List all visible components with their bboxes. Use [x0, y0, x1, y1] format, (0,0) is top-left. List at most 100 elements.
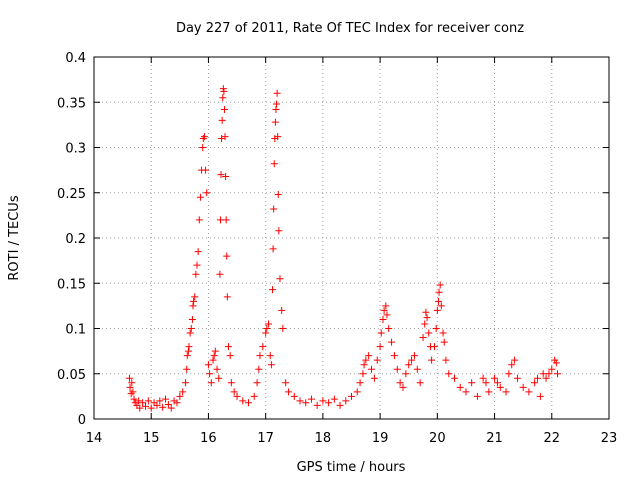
data-point	[218, 134, 226, 142]
data-point	[473, 392, 481, 400]
data-point	[442, 356, 450, 364]
data-point	[129, 388, 137, 396]
data-point	[219, 94, 227, 102]
data-point	[153, 401, 161, 409]
y-tick-label: 0.25	[57, 187, 86, 202]
data-point	[186, 329, 194, 337]
x-tick-label: 22	[544, 431, 561, 446]
data-point	[388, 338, 396, 346]
data-point	[290, 392, 298, 400]
x-tick-label: 23	[601, 431, 618, 446]
data-point	[215, 374, 223, 382]
data-point	[531, 379, 539, 387]
data-point	[159, 403, 167, 411]
data-point	[496, 383, 504, 391]
data-point	[269, 286, 277, 294]
data-point	[440, 338, 448, 346]
data-point	[267, 361, 275, 369]
data-point	[193, 261, 201, 269]
y-axis-label: ROTI / TECUs	[7, 195, 22, 280]
data-point	[383, 311, 391, 319]
data-point	[451, 374, 458, 382]
data-point	[505, 370, 513, 378]
data-point	[271, 118, 279, 126]
data-point	[170, 397, 178, 405]
x-tick-label: 21	[486, 431, 503, 446]
data-point	[275, 227, 283, 235]
data-point	[213, 365, 221, 373]
x-tick-label: 18	[315, 431, 332, 446]
data-point	[416, 379, 424, 387]
data-point	[368, 365, 376, 373]
data-point	[502, 388, 510, 396]
data-point	[199, 144, 207, 151]
data-point	[359, 370, 367, 378]
data-point	[173, 399, 181, 407]
data-point	[127, 390, 135, 398]
y-tick-label: 0.2	[65, 232, 86, 247]
data-point	[262, 329, 270, 337]
data-point	[376, 343, 384, 351]
data-point	[273, 100, 281, 108]
data-point	[348, 392, 355, 400]
data-point	[176, 392, 184, 400]
data-point	[325, 399, 333, 407]
data-point	[432, 325, 440, 332]
data-point	[266, 352, 274, 360]
data-point	[216, 270, 224, 278]
y-tick-label: 0.4	[65, 51, 86, 66]
data-point	[307, 395, 315, 403]
data-point	[142, 402, 149, 410]
data-point	[270, 205, 278, 213]
data-point	[194, 248, 202, 256]
data-point	[233, 392, 241, 400]
data-point	[227, 379, 235, 387]
data-point	[223, 293, 231, 301]
axis-ticks	[93, 56, 610, 420]
data-point	[187, 325, 195, 332]
data-point	[365, 352, 373, 360]
data-point	[410, 352, 418, 360]
data-point	[164, 401, 172, 409]
data-point	[271, 134, 279, 142]
data-point	[296, 397, 304, 405]
data-point	[430, 343, 438, 351]
data-point	[255, 365, 263, 373]
data-point	[439, 329, 447, 337]
data-point	[189, 302, 197, 310]
data-point	[253, 379, 261, 387]
data-point	[270, 160, 278, 168]
data-point	[423, 314, 431, 322]
data-point	[196, 193, 204, 201]
data-point	[204, 361, 212, 369]
data-point	[250, 392, 258, 400]
data-point	[513, 374, 521, 382]
data-point	[207, 379, 215, 387]
data-point	[191, 293, 199, 301]
x-tick-label: 20	[429, 431, 446, 446]
data-point	[435, 288, 443, 296]
data-point	[508, 361, 516, 369]
data-point	[179, 388, 187, 396]
data-point	[185, 343, 193, 351]
data-point	[182, 379, 190, 387]
data-point	[183, 365, 191, 373]
data-point	[135, 397, 143, 405]
data-point	[479, 374, 487, 382]
data-point	[220, 105, 228, 113]
data-point	[218, 116, 226, 124]
data-point	[353, 388, 361, 396]
data-point	[552, 359, 560, 367]
data-point	[511, 356, 519, 364]
y-tick-labels: 0 0.05 0.1 0.15 0.2 0.25 0.3 0.35 0.4	[57, 51, 86, 428]
data-point	[373, 356, 381, 364]
data-point	[445, 370, 453, 378]
data-point	[245, 399, 252, 407]
data-point	[265, 320, 273, 328]
data-point	[390, 352, 398, 360]
data-point	[362, 356, 370, 364]
data-point	[485, 388, 493, 396]
data-point	[128, 379, 136, 387]
data-point	[482, 379, 490, 387]
data-point	[413, 365, 421, 373]
